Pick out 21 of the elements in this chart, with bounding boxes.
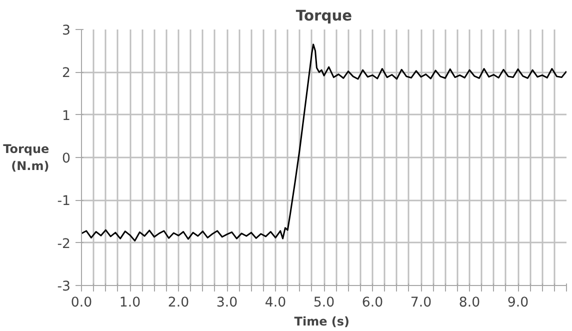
y-axis-title: Torque (N.m) bbox=[3, 142, 50, 173]
x-tick-label: 7.0 bbox=[410, 296, 432, 310]
x-tick-label: 8.0 bbox=[458, 296, 480, 310]
y-tick-label: 3 bbox=[62, 24, 71, 38]
x-tick-label: 9.0 bbox=[507, 296, 529, 310]
y-tick-label: -3 bbox=[57, 280, 71, 294]
x-tick-label: 4.0 bbox=[264, 296, 286, 310]
y-tick-label: -2 bbox=[57, 236, 71, 252]
x-axis-title: Time (s) bbox=[294, 314, 350, 328]
x-tick-label: 6.0 bbox=[362, 296, 384, 310]
x-tick-label: 5.0 bbox=[313, 296, 335, 310]
x-tick-label: 2.0 bbox=[168, 296, 190, 310]
chart-title: Torque bbox=[296, 8, 352, 24]
line-series bbox=[82, 44, 566, 242]
x-tick-label: 3.0 bbox=[216, 296, 238, 310]
x-tick-label: 0.0 bbox=[70, 296, 92, 310]
y-tick-label: 2 bbox=[62, 66, 71, 82]
x-tick-label: 1.0 bbox=[119, 296, 141, 310]
y-tick-label: -1 bbox=[57, 194, 71, 210]
y-tick-label: 0 bbox=[62, 152, 71, 166]
y-tick-label: 1 bbox=[62, 108, 71, 124]
